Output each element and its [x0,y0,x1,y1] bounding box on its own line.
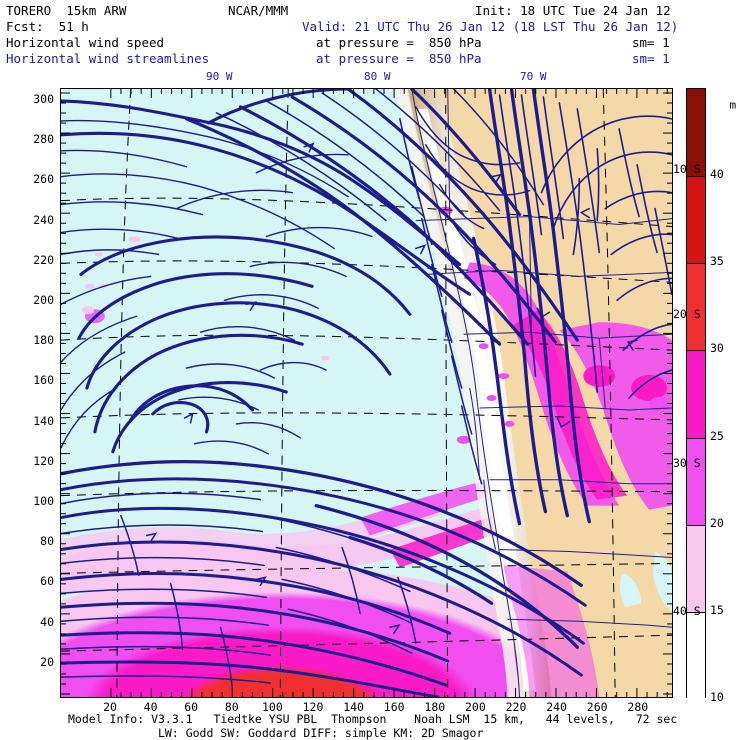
x-axis-label-200: 200 [465,700,486,714]
header-forecast-hour: Fcst: 51 h [6,19,89,34]
axis-ticks-layer [61,89,672,697]
colorbar-boundary-40 [687,176,705,178]
y-axis-label-120: 120 [33,453,54,468]
lon-label-90w: 90 W [206,70,233,83]
footer-model-info-line2: LW: Godd SW: Goddard DIFF: simple KM: 2D… [158,726,484,740]
colorbar-tick-20: 20 [710,515,724,530]
header-init-time: Init: 18 UTC Tue 24 Jan 12 [475,3,671,18]
footer-model-info-line1: Model Info: V3.3.1 Tiedtke YSU PBL Thomp… [68,712,678,726]
header-field-streamlines: Horizontal wind streamlines [6,51,210,66]
y-axis-label-40: 40 [40,614,54,629]
colorbar-boundary-25 [687,437,705,439]
x-axis-label-260: 260 [586,700,608,714]
lon-label-70w: 70 W [520,70,547,83]
colorbar-segment-40 [687,89,705,177]
lat-label-30s: 30 S [673,456,701,470]
y-axis-label-20: 20 [40,654,54,669]
colorbar-tick-35: 35 [710,254,724,269]
x-axis-label-280: 280 [627,700,649,714]
x-axis-label-120: 120 [302,700,324,714]
lat-label-40s: 40 S [673,604,701,618]
streamlines-layer [61,89,672,697]
x-axis-label-140: 140 [343,700,364,714]
map-plot-area[interactable] [60,88,673,698]
colorbar-boundary-20 [687,524,705,526]
header-smoothing-speed: sm= 1 [632,35,670,50]
x-axis-label-160: 160 [383,700,405,714]
y-axis-label-280: 280 [33,132,54,147]
colorbar-tick-30: 30 [710,341,724,356]
colorbar-tick-25: 25 [710,428,724,443]
y-axis-label-220: 220 [33,252,54,267]
lon-label-80w: 80 W [364,70,391,83]
y-axis-label-60: 60 [40,574,54,589]
x-axis-label-60: 60 [184,700,199,714]
header-model-title: TORERO 15km ARW [6,3,127,18]
x-axis-label-80: 80 [224,700,239,714]
colorbar-tick-10: 10 [710,690,724,704]
y-axis-label-240: 240 [33,212,54,227]
x-axis-label-100: 100 [262,700,283,714]
y-axis-label-260: 260 [33,172,54,187]
colorbar-boundary-30 [687,350,705,352]
y-axis-label-160: 160 [33,373,54,388]
colorbar-segment-15 [687,524,705,612]
x-axis-label-20: 20 [103,700,117,714]
lat-label-10s: 10 S [673,162,701,176]
colorbar-segment-20 [687,437,705,525]
header-smoothing-stream: sm= 1 [632,51,670,66]
colorbar-boundary-35 [687,263,705,265]
header-pressure-stream: at pressure = 850 hPa [316,51,482,66]
colorbar-segment-10 [687,611,705,699]
header-pressure-speed: at pressure = 850 hPa [316,35,482,50]
x-axis-label-180: 180 [424,700,446,714]
lat-label-20s: 20 S [673,307,701,321]
windspeed-colorbar[interactable] [686,88,706,699]
y-axis-label-300: 300 [33,92,54,106]
y-axis-label-100: 100 [33,494,54,508]
x-axis-label-240: 240 [546,700,567,714]
x-axis-label-220: 220 [505,700,527,714]
y-axis-label-200: 200 [33,293,54,307]
x-axis-label-40: 40 [143,700,158,714]
header-field-speed: Horizontal wind speed [6,35,165,50]
colorbar-tick-40: 40 [710,167,724,182]
colorbar-unit-text: m s [729,98,737,112]
colorbar-segment-35 [687,176,705,264]
colorbar-segment-30 [687,263,705,351]
y-axis-label-80: 80 [40,534,54,549]
header-institution: NCAR/MMM [228,3,289,18]
colorbar-unit-label: m s-1 [703,84,740,125]
colorbar-tick-15: 15 [710,602,724,617]
y-axis-label-180: 180 [33,333,54,348]
colorbar-boundary-15 [687,611,705,613]
colorbar-segment-25 [687,350,705,438]
y-axis-label-140: 140 [33,413,54,428]
header-valid-time: Valid: 21 UTC Thu 26 Jan 12 (18 LST Thu … [302,19,679,34]
